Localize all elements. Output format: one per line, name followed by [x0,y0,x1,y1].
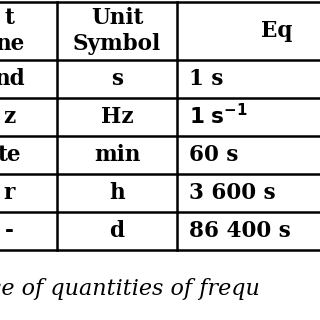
Text: d: d [109,220,124,242]
Text: 1 s: 1 s [189,68,223,90]
Text: ne: ne [0,33,24,55]
Text: 86 400 s: 86 400 s [189,220,291,242]
Text: 3 600 s: 3 600 s [189,182,276,204]
Text: nd: nd [0,68,25,90]
Text: Eq: Eq [261,20,293,42]
Text: -: - [5,220,14,242]
Text: te: te [0,144,21,166]
Text: z: z [4,106,16,128]
Text: Unit: Unit [91,7,143,29]
Text: Hz: Hz [101,106,133,128]
Text: 60 s: 60 s [189,144,238,166]
Text: s: s [111,68,123,90]
Text: t: t [4,7,14,29]
Text: $\mathbf{1\ s^{-1}}$: $\mathbf{1\ s^{-1}}$ [189,104,248,130]
Text: r: r [4,182,15,204]
Text: h: h [109,182,125,204]
Text: min: min [94,144,140,166]
Text: se of quantities of frequ: se of quantities of frequ [0,278,260,300]
Text: Symbol: Symbol [73,33,161,55]
